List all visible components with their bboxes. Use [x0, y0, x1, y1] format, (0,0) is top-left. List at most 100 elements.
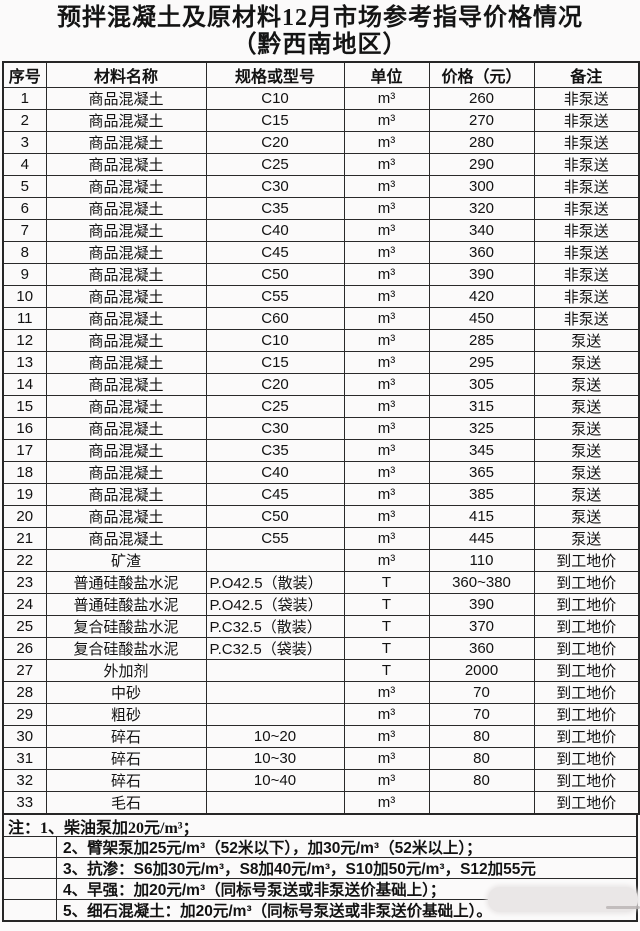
cell-remark: 泵送	[533, 395, 640, 418]
cell-spec: C25	[205, 395, 345, 418]
table-row: 24 普通硅酸盐水泥 P.O42.5（袋装） T 390 到工地价	[2, 593, 640, 616]
cell-price: 360~380	[428, 571, 535, 594]
cell-remark: 到工地价	[533, 593, 640, 616]
cell-spec: C55	[205, 285, 345, 308]
cell-spec: P.C32.5（散装）	[205, 615, 345, 638]
cell-price: 80	[428, 769, 535, 792]
cell-spec: C55	[205, 527, 345, 550]
cell-spec: C30	[205, 417, 345, 440]
table-row: 12 商品混凝土 C10 m³ 285 泵送	[2, 329, 640, 352]
cell-spec: C15	[205, 351, 345, 374]
table-row: 20 商品混凝土 C50 m³ 415 泵送	[2, 505, 640, 528]
cell-no: 17	[2, 439, 47, 462]
column-header-1: 材料名称	[45, 61, 207, 88]
note-text-5: 5、细石混凝土：加20元/m³（同标号泵送或非泵送价基础上）。	[63, 903, 492, 920]
cell-remark: 到工地价	[533, 791, 640, 815]
cell-spec: C35	[205, 197, 345, 220]
cell-material: 普通硅酸盐水泥	[45, 593, 207, 616]
cell-no: 19	[2, 483, 47, 506]
cell-material: 商品混凝土	[45, 527, 207, 550]
cell-price: 360	[428, 241, 535, 264]
cell-spec	[205, 549, 345, 572]
table-row: 21 商品混凝土 C55 m³ 445 泵送	[2, 527, 640, 550]
cell-price: 360	[428, 637, 535, 660]
table-row: 25 复合硅酸盐水泥 P.C32.5（散装） T 370 到工地价	[2, 615, 640, 638]
cell-remark: 泵送	[533, 527, 640, 550]
cell-no: 16	[2, 417, 47, 440]
cell-unit: m³	[343, 439, 430, 462]
cell-spec: C60	[205, 307, 345, 330]
cell-unit: m³	[343, 329, 430, 352]
cell-no: 28	[2, 681, 47, 704]
document-title: 预拌混凝土及原材料12月市场参考指导价格情况 （黔西南地区）	[0, 0, 640, 59]
column-header-4: 价格（元）	[428, 61, 535, 88]
cell-spec: 10~20	[205, 725, 345, 748]
column-header-5: 备注	[533, 61, 640, 88]
cell-spec: C25	[205, 153, 345, 176]
cell-remark: 到工地价	[533, 703, 640, 726]
cell-no: 6	[2, 197, 47, 220]
cell-material: 商品混凝土	[45, 219, 207, 242]
cell-price: 305	[428, 373, 535, 396]
cell-no: 24	[2, 593, 47, 616]
note-line-4: 4、早强：加20元/m³（同标号泵送或非泵送价基础上）；	[4, 878, 636, 899]
cell-material: 商品混凝土	[45, 197, 207, 220]
cell-remark: 非泵送	[533, 197, 640, 220]
cell-spec: 10~30	[205, 747, 345, 770]
cell-no: 30	[2, 725, 47, 748]
cell-material: 商品混凝土	[45, 373, 207, 396]
cell-unit: T	[343, 593, 430, 616]
table-row: 8 商品混凝土 C45 m³ 360 非泵送	[2, 241, 640, 264]
cell-no: 21	[2, 527, 47, 550]
table-row: 29 粗砂 m³ 70 到工地价	[2, 703, 640, 726]
table-row: 4 商品混凝土 C25 m³ 290 非泵送	[2, 153, 640, 176]
cell-no: 5	[2, 175, 47, 198]
cell-price: 325	[428, 417, 535, 440]
cell-unit: m³	[343, 131, 430, 154]
header-row: 序号 材料名称 规格或型号 单位 价格（元） 备注	[2, 61, 640, 88]
cell-unit: m³	[343, 747, 430, 770]
cell-spec: 10~40	[205, 769, 345, 792]
cell-remark: 泵送	[533, 439, 640, 462]
table-row: 16 商品混凝土 C30 m³ 325 泵送	[2, 417, 640, 440]
cell-spec: C20	[205, 131, 345, 154]
cell-no: 8	[2, 241, 47, 264]
cell-no: 10	[2, 285, 47, 308]
cell-unit: T	[343, 571, 430, 594]
cell-spec: C10	[205, 87, 345, 110]
note-text-3: 3、抗渗：S6加30元/m³，S8加40元/m³，S10加50元/m³，S12加…	[63, 861, 536, 878]
cell-no: 22	[2, 549, 47, 572]
cell-unit: m³	[343, 483, 430, 506]
cell-price: 320	[428, 197, 535, 220]
cell-price: 80	[428, 747, 535, 770]
price-table: 序号 材料名称 规格或型号 单位 价格（元） 备注 1 商品混凝土 C10 m³ 260 非泵送 2 商…	[2, 61, 640, 815]
cell-spec	[205, 703, 345, 726]
cell-remark: 到工地价	[533, 747, 640, 770]
cell-spec: C50	[205, 263, 345, 286]
table-row: 10 商品混凝土 C55 m³ 420 非泵送	[2, 285, 640, 308]
table-row: 30 碎石 10~20 m³ 80 到工地价	[2, 725, 640, 748]
cell-material: 碎石	[45, 725, 207, 748]
cell-price: 70	[428, 703, 535, 726]
cell-material: 商品混凝土	[45, 395, 207, 418]
cell-material: 中砂	[45, 681, 207, 704]
cell-spec: C10	[205, 329, 345, 352]
cell-unit: m³	[343, 87, 430, 110]
note-spacer	[4, 858, 57, 878]
cell-spec	[205, 659, 345, 682]
border-remnant-dash	[606, 906, 640, 909]
cell-remark: 到工地价	[533, 615, 640, 638]
cell-spec: C35	[205, 439, 345, 462]
cell-no: 32	[2, 769, 47, 792]
cell-unit: m³	[343, 549, 430, 572]
cell-price: 300	[428, 175, 535, 198]
cell-material: 商品混凝土	[45, 131, 207, 154]
cell-unit: m³	[343, 681, 430, 704]
note-line-5: 5、细石混凝土：加20元/m³（同标号泵送或非泵送价基础上）。	[4, 899, 636, 920]
table-row: 32 碎石 10~40 m³ 80 到工地价	[2, 769, 640, 792]
cell-price: 280	[428, 131, 535, 154]
cell-remark: 到工地价	[533, 571, 640, 594]
cell-unit: m³	[343, 153, 430, 176]
cell-spec: P.O42.5（袋装）	[205, 593, 345, 616]
cell-unit: m³	[343, 505, 430, 528]
